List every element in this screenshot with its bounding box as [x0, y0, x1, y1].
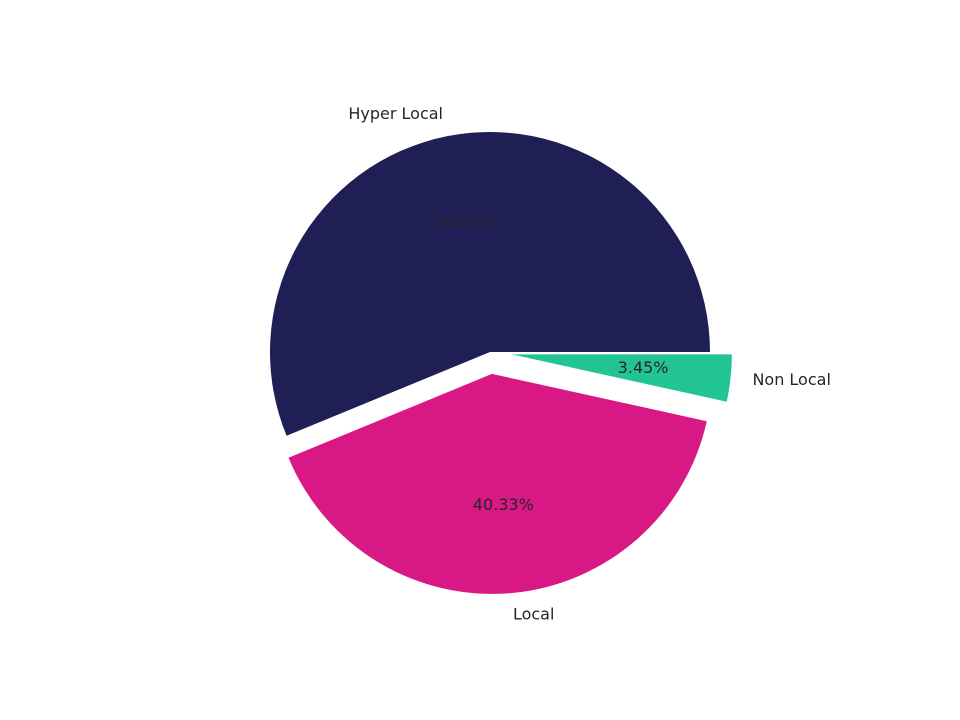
pie-slice — [288, 373, 707, 594]
slice-label: Non Local — [752, 370, 830, 389]
value-label: 3.45% — [618, 358, 669, 377]
slice-label: Hyper Local — [348, 104, 443, 123]
value-label: 56.22% — [434, 212, 495, 231]
pie-slice — [511, 354, 732, 402]
value-label: 40.33% — [473, 495, 534, 514]
pie-slice — [269, 131, 710, 436]
slice-label: Local — [513, 605, 554, 624]
